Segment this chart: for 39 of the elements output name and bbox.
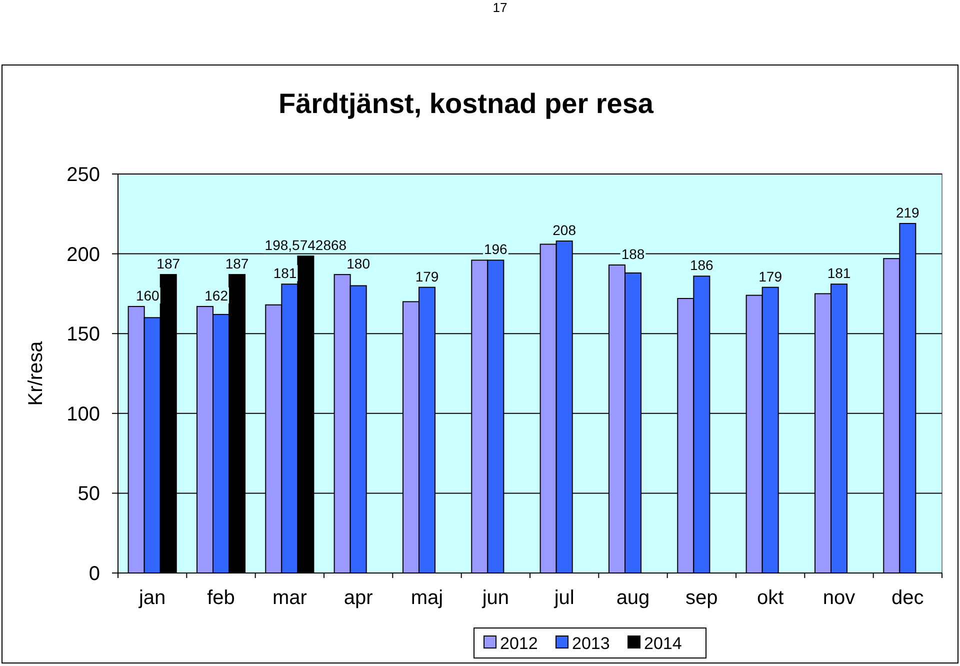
data-label: 208 — [552, 222, 576, 238]
data-label: 219 — [896, 204, 920, 220]
data-label: 198,5742868 — [264, 237, 347, 254]
chart-title: Färdtjänst, kostnad per resa — [278, 88, 654, 119]
x-tick-label: maj — [410, 587, 444, 609]
data-label: 187 — [156, 256, 180, 272]
data-label: 181 — [273, 265, 297, 282]
legend-label: 2012 — [500, 634, 538, 653]
data-label: 179 — [758, 268, 782, 284]
data-label: 160 — [136, 287, 160, 304]
x-tick-label: jul — [553, 587, 574, 609]
data-label: 187 — [225, 256, 249, 272]
data-label: 181 — [827, 265, 851, 282]
x-tick-label: okt — [756, 587, 784, 609]
x-tick-label: feb — [207, 587, 235, 609]
data-label: 162 — [204, 287, 228, 304]
y-tick-label: 100 — [66, 403, 100, 426]
y-tick-label: 0 — [88, 563, 100, 585]
data-label: 188 — [621, 246, 645, 262]
x-tick-label: dec — [892, 587, 924, 609]
x-tick-label: sep — [686, 587, 718, 609]
x-tick-label: jan — [138, 587, 166, 609]
x-tick-label: aug — [616, 587, 650, 609]
data-label: 186 — [690, 257, 714, 274]
y-tick-label: 200 — [66, 244, 100, 266]
data-label: 180 — [346, 256, 370, 272]
legend-label: 2014 — [644, 634, 682, 653]
legend-label: 2013 — [572, 634, 610, 653]
x-tick-label: apr — [344, 587, 374, 609]
data-label: 179 — [415, 268, 439, 284]
data-label: 196 — [484, 241, 508, 258]
x-tick-label: mar — [272, 587, 308, 609]
y-axis-title: Kr/resa — [25, 340, 47, 406]
y-tick-label: 150 — [66, 324, 100, 346]
y-tick-label: 250 — [66, 164, 100, 186]
x-tick-label: jun — [481, 587, 510, 609]
y-tick-label: 50 — [78, 483, 100, 506]
text: 17 — [492, 0, 508, 15]
x-tick-label: nov — [822, 587, 856, 609]
